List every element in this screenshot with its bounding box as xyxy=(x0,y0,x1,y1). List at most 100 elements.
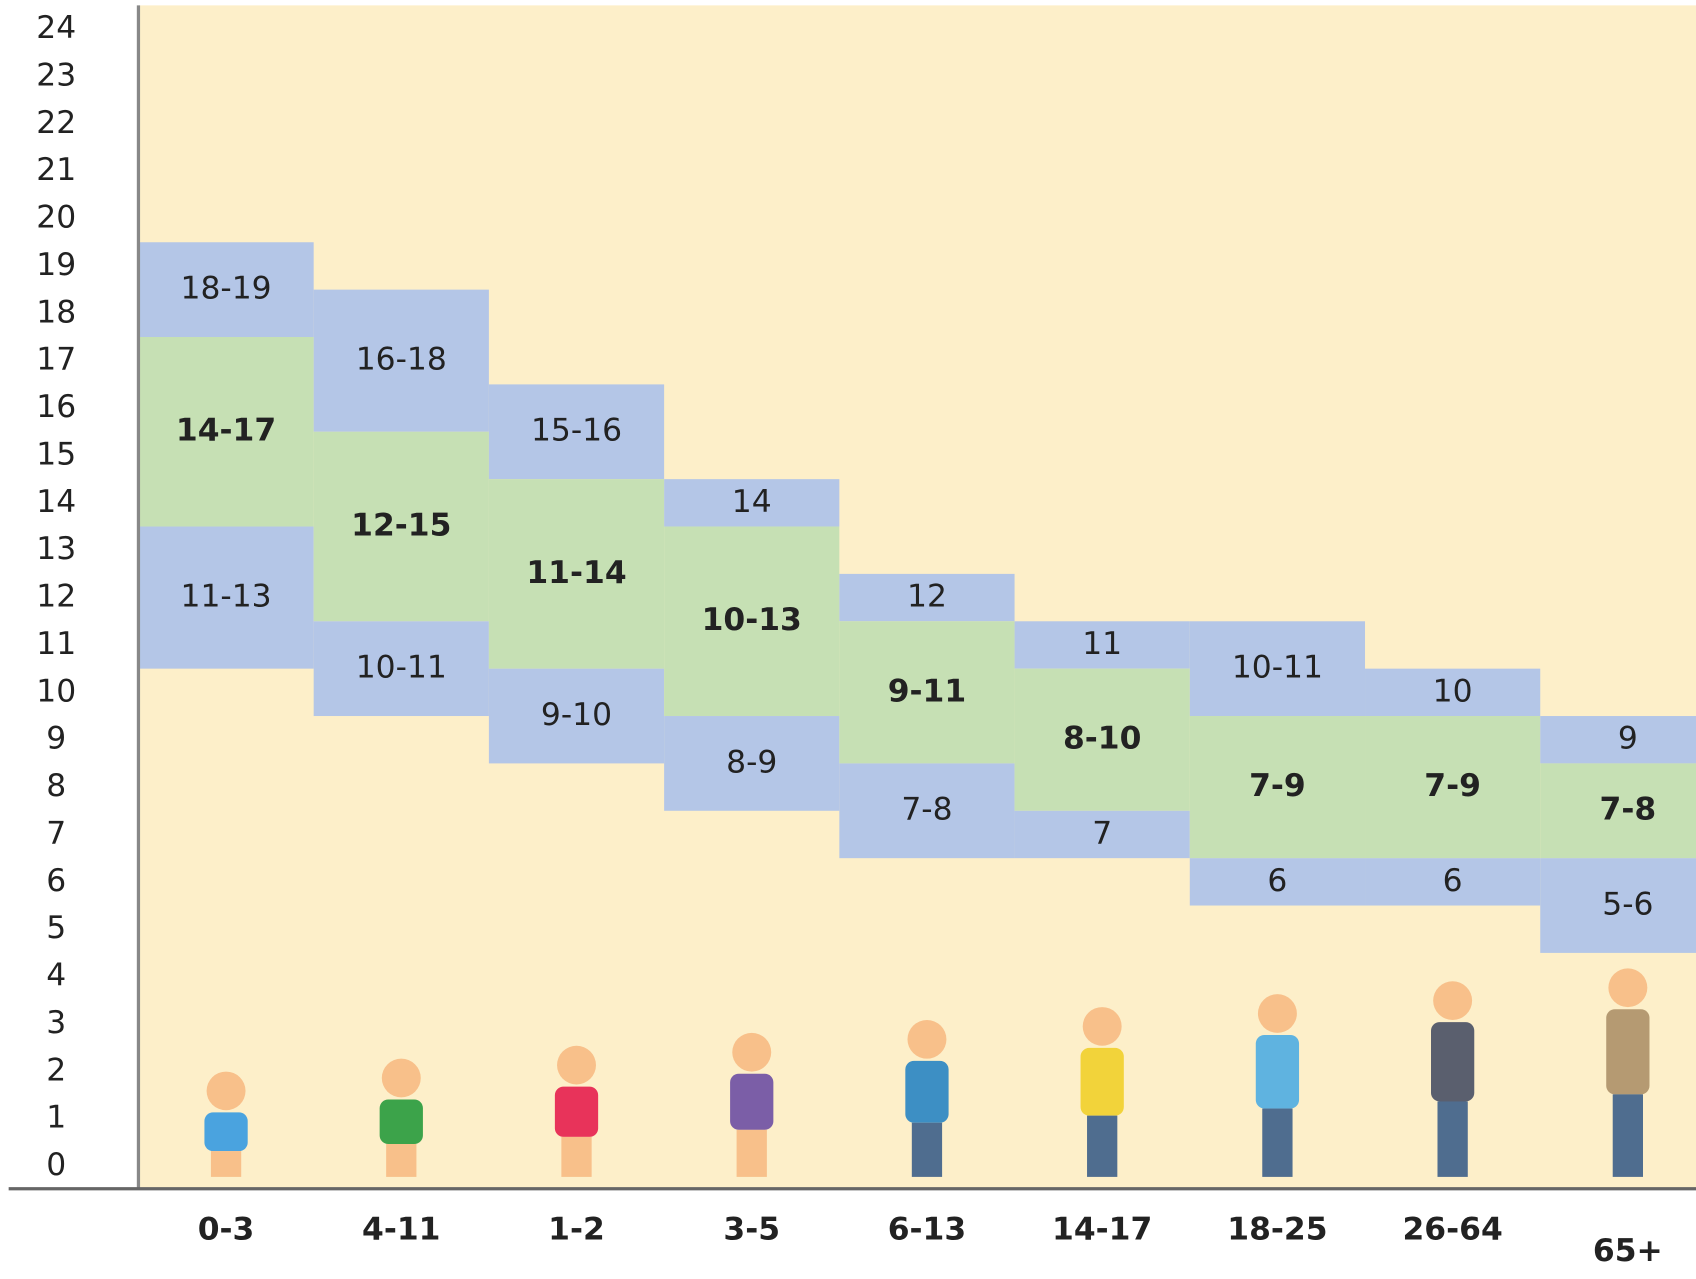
range-band xyxy=(1014,668,1190,811)
bands: 18-19 14-17 11-13 16-18 12-15 10-11 15-16 11-14… xyxy=(138,242,1696,953)
range-band xyxy=(488,668,665,764)
band-label: 11 xyxy=(1082,626,1122,662)
y-tick-label: 22 xyxy=(36,105,76,141)
range-band xyxy=(488,479,665,669)
band-label: 18-19 xyxy=(181,271,272,307)
range-band xyxy=(839,763,1015,859)
band-label: 9-10 xyxy=(541,697,612,733)
figure-body xyxy=(730,1073,774,1130)
range-band xyxy=(1189,858,1366,906)
x-tick-label: 26-64 xyxy=(1402,1212,1502,1248)
figure-body xyxy=(1080,1047,1124,1116)
x-tick-label: 4-11 xyxy=(362,1212,440,1248)
y-tick-label: 14 xyxy=(36,484,76,520)
y-tick-label: 6 xyxy=(46,863,66,899)
band-label: 10-11 xyxy=(356,650,447,686)
range-band xyxy=(138,337,314,527)
y-tick-label: 7 xyxy=(46,816,66,852)
figure-head xyxy=(206,1071,246,1111)
figure-body xyxy=(905,1060,949,1123)
range-band xyxy=(1014,621,1190,669)
x-tick-label: 1-2 xyxy=(548,1212,605,1248)
band-label: 7-9 xyxy=(1424,768,1481,804)
figure-legs xyxy=(1262,1108,1293,1177)
y-tick-label: 21 xyxy=(36,152,76,188)
band-label: 5-6 xyxy=(1602,887,1653,923)
figure-body xyxy=(379,1099,423,1145)
range-band xyxy=(1365,668,1541,717)
range-band xyxy=(1540,763,1696,859)
band-label: 6 xyxy=(1443,863,1463,899)
figure-legs xyxy=(1087,1115,1118,1177)
range-band xyxy=(1189,716,1366,859)
y-tick-label: 15 xyxy=(36,437,76,473)
x-tick-label: 14-17 xyxy=(1052,1212,1152,1248)
figure-head xyxy=(1433,981,1473,1020)
y-tick-label: 23 xyxy=(36,57,76,93)
range-band xyxy=(1540,716,1696,764)
band-label: 11-13 xyxy=(181,579,272,615)
y-tick-label: 1 xyxy=(46,1100,66,1136)
figure-head xyxy=(381,1058,421,1098)
figure-body xyxy=(554,1086,599,1137)
figure-legs xyxy=(210,1151,242,1177)
y-tick-label: 19 xyxy=(36,247,76,283)
range-band xyxy=(313,431,489,622)
band-label: 11-14 xyxy=(526,555,626,591)
range-band xyxy=(664,526,840,717)
figure-head xyxy=(1608,968,1648,1008)
band-label: 7 xyxy=(1092,816,1112,852)
y-tick-label: 16 xyxy=(36,389,76,425)
x-tick-label: 6-13 xyxy=(888,1212,966,1248)
range-band xyxy=(1014,810,1190,859)
y-tick-label: 3 xyxy=(46,1005,66,1041)
band-label: 9-11 xyxy=(888,673,966,709)
range-band xyxy=(1189,621,1366,717)
y-tick-label: 10 xyxy=(36,673,76,709)
band-label: 7-9 xyxy=(1249,768,1306,804)
band-label: 8-9 xyxy=(726,744,777,780)
figure-body xyxy=(1606,1009,1650,1095)
band-label: 7-8 xyxy=(901,792,952,828)
y-tick-label: 9 xyxy=(46,721,66,757)
figure-head xyxy=(907,1019,947,1059)
band-label: 12 xyxy=(907,579,947,615)
range-band xyxy=(138,242,314,338)
band-label: 12-15 xyxy=(351,508,451,544)
band-label: 6 xyxy=(1267,863,1287,899)
figure-head xyxy=(1082,1007,1122,1046)
figure-head xyxy=(557,1045,596,1085)
y-tick-label: 11 xyxy=(36,626,76,662)
figure-head xyxy=(732,1032,772,1072)
range-band xyxy=(664,479,840,527)
figure-body xyxy=(204,1112,248,1152)
range-band xyxy=(1365,716,1541,859)
y-tick-label: 24 xyxy=(36,10,76,46)
y-tick-label: 5 xyxy=(46,910,66,946)
y-tick-label: 13 xyxy=(36,531,76,567)
range-band xyxy=(488,384,665,480)
band-label: 16-18 xyxy=(356,342,447,378)
y-tick-label: 18 xyxy=(36,294,76,330)
y-tick-label: 0 xyxy=(46,1147,66,1183)
range-band xyxy=(313,289,489,432)
y-tick-label: 8 xyxy=(46,768,66,804)
figure-legs xyxy=(561,1136,592,1177)
figure-legs xyxy=(911,1122,943,1177)
x-tick-label: 18-25 xyxy=(1227,1212,1327,1248)
band-label: 14-17 xyxy=(176,413,276,449)
range-band xyxy=(839,573,1015,622)
figure-body xyxy=(1255,1035,1300,1109)
range-band xyxy=(1365,858,1541,906)
range-band xyxy=(1540,858,1696,953)
figure-body xyxy=(1431,1022,1475,1102)
figure-legs xyxy=(386,1144,417,1177)
range-band xyxy=(664,716,840,811)
x-tick-label: 65+ xyxy=(1593,1233,1663,1269)
x-tick-label: 0-3 xyxy=(198,1212,255,1248)
range-band xyxy=(313,621,489,717)
y-tick-label: 12 xyxy=(36,579,76,615)
band-label: 7-8 xyxy=(1600,792,1657,828)
